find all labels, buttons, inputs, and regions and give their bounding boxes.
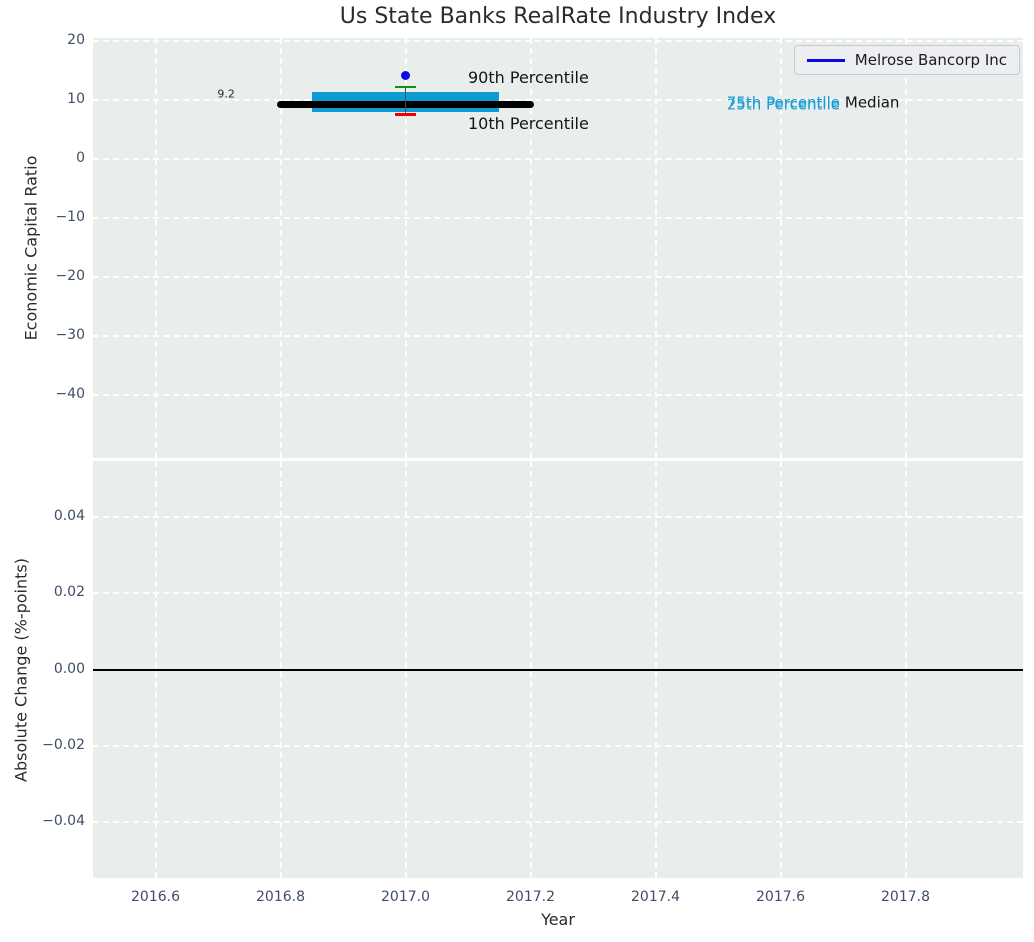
median-label: Median <box>844 93 900 112</box>
y-tick-label: 0.02 <box>53 584 85 601</box>
y-tick-label: −0.04 <box>42 813 85 830</box>
gridline-vertical <box>904 38 907 458</box>
x-tick-label: 2017.4 <box>631 889 680 905</box>
y-tick-label: 10 <box>67 90 85 107</box>
p10-label: 10th Percentile <box>468 114 589 134</box>
p90-label: 90th Percentile <box>468 67 589 87</box>
y-tick-label: −10 <box>55 208 85 225</box>
p75-label: 75th Percentile <box>726 93 840 112</box>
y-tick-label: 0.04 <box>53 507 85 524</box>
y-tick-label: 20 <box>67 31 85 48</box>
y-tick-label: 0 <box>76 149 85 166</box>
x-axis-label: Year <box>541 910 575 929</box>
gridline-horizontal <box>93 393 1023 396</box>
gridline-horizontal <box>93 157 1023 160</box>
y-tick-label: −0.02 <box>42 736 85 753</box>
top-y-axis-label: Economic Capital Ratio <box>21 155 41 341</box>
gridline-vertical <box>779 38 782 458</box>
zero-line <box>93 668 1023 671</box>
x-tick-label: 2017.2 <box>506 889 555 905</box>
y-tick-label: 0.00 <box>53 660 85 677</box>
p10-whisker-cap <box>395 113 416 116</box>
x-tick-label: 2017.6 <box>756 889 805 905</box>
y-tick-label: −20 <box>55 267 85 284</box>
gridline-vertical <box>404 38 407 458</box>
gridline-horizontal <box>93 216 1023 219</box>
legend-line-melrose-icon <box>806 58 845 62</box>
gridline-horizontal <box>93 821 1023 824</box>
gridline-vertical <box>154 38 157 458</box>
legend-label-melrose: Melrose Bancorp Inc <box>854 51 1007 69</box>
gridline-horizontal <box>93 334 1023 337</box>
p90-whisker-cap <box>395 85 416 89</box>
p25-label: 25th Percentile <box>726 95 840 114</box>
whisker-stem <box>404 86 407 115</box>
bottom-plot-area <box>93 461 1023 878</box>
gridline-horizontal <box>93 275 1023 278</box>
y-tick-label: −30 <box>55 326 85 343</box>
gridline-vertical <box>529 38 532 458</box>
median-value-label: 9.2 <box>217 87 235 101</box>
gridline-horizontal <box>93 592 1023 595</box>
legend: Melrose Bancorp Inc <box>793 45 1020 75</box>
chart-title: Us State Banks RealRate Industry Index <box>339 4 777 29</box>
x-tick-label: 2016.6 <box>131 889 180 905</box>
y-tick-label: −40 <box>55 385 85 402</box>
top-plot-area: Melrose Bancorp Inc 9.2 90th Percentile 10… <box>93 38 1023 458</box>
gridline-horizontal <box>93 515 1023 518</box>
x-tick-label: 2017.0 <box>381 889 430 905</box>
x-tick-label: 2016.8 <box>256 889 305 905</box>
gridline-horizontal <box>93 98 1023 101</box>
gridline-horizontal <box>93 39 1023 42</box>
company-marker <box>401 70 410 80</box>
gridline-horizontal <box>93 744 1023 747</box>
x-tick-label: 2017.8 <box>881 889 930 905</box>
gridline-vertical <box>654 38 657 458</box>
gridline-vertical <box>279 38 282 458</box>
